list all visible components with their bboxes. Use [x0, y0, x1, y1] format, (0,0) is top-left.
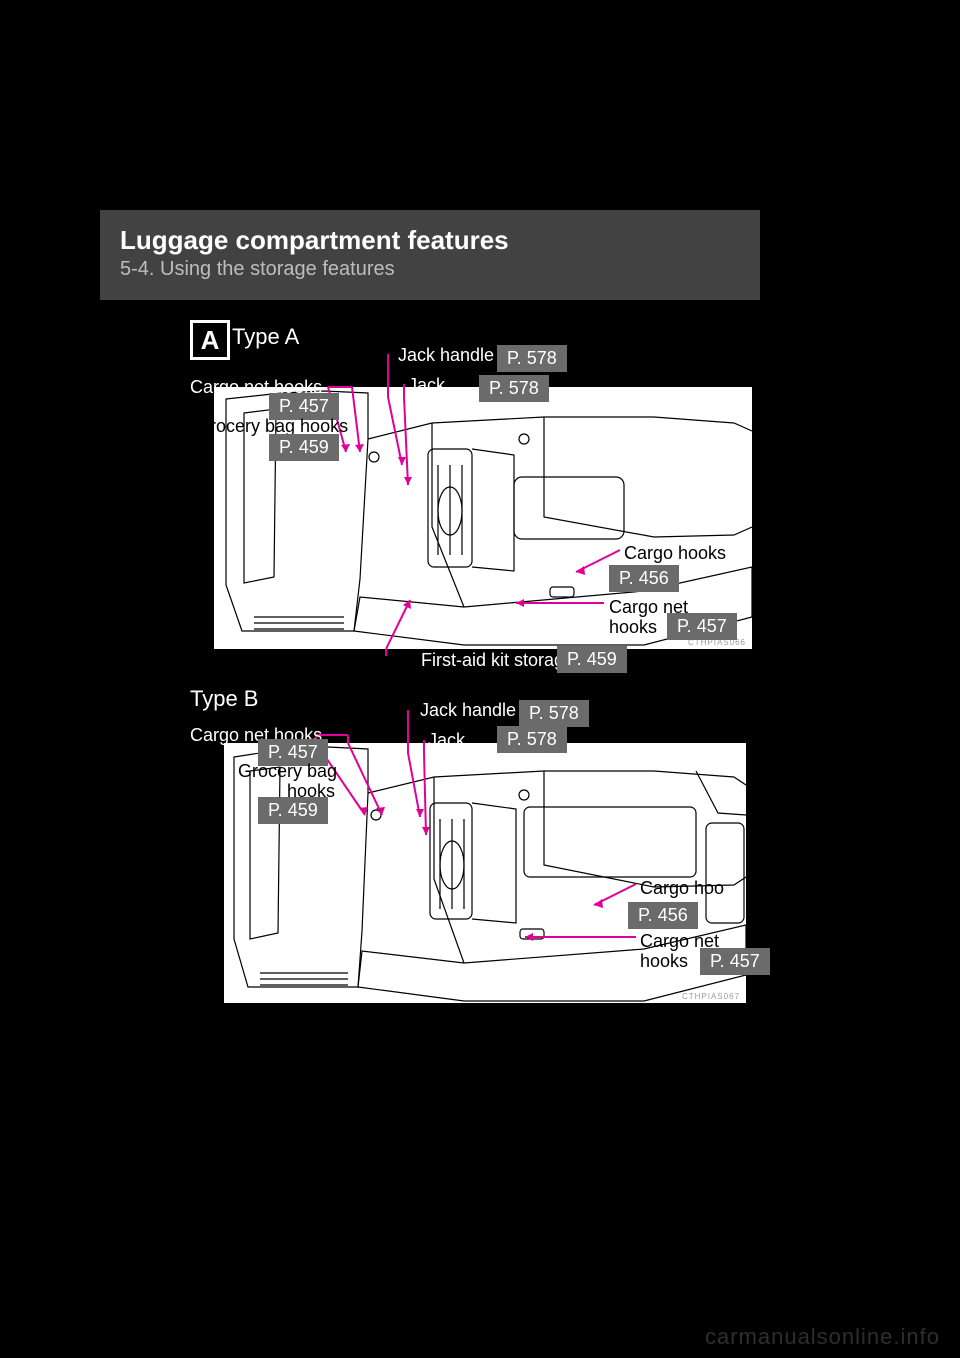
ref-cargo-hooks-b[interactable]: P. 456	[628, 902, 698, 929]
ref-grocery-bag-b[interactable]: P. 459	[258, 797, 328, 824]
manual-page: 5-4. Using the storage features Luggage …	[0, 0, 960, 1358]
label-jack-handle-b: Jack handle	[420, 700, 516, 721]
ref-first-aid-a[interactable]: P. 459	[557, 646, 627, 673]
ref-jack-a[interactable]: P. 578	[479, 375, 549, 402]
label-grocery-bag-b-line1: Grocery bag	[238, 761, 337, 782]
label-cargo-net-b-line2: hooks	[640, 951, 688, 972]
label-cargo-net-a-line2: hooks	[609, 617, 657, 638]
figure-b-code: CTHPIAS067	[682, 992, 740, 1001]
ref-jack-b[interactable]: P. 578	[497, 726, 567, 753]
ref-cargo-hooks-a[interactable]: P. 456	[609, 565, 679, 592]
label-cargo-hooks-b: Cargo hoo	[640, 878, 724, 899]
ref-jack-handle-b[interactable]: P. 578	[519, 700, 589, 727]
label-cargo-hooks-a: Cargo hooks	[624, 543, 726, 564]
footer-watermark: carmanualsonline.info	[705, 1324, 940, 1350]
label-jack-a: Jack	[408, 375, 445, 396]
type-a-badge: A	[190, 320, 230, 360]
ref-jack-handle-a[interactable]: P. 578	[497, 345, 567, 372]
ref-grocery-bag-hooks-a[interactable]: P. 459	[269, 434, 339, 461]
type-a-label: Type A	[232, 324, 299, 350]
ref-cargo-net-bot-a[interactable]: P. 457	[667, 613, 737, 640]
label-jack-b: Jack	[428, 730, 465, 751]
label-jack-handle-a: Jack handle	[398, 345, 494, 366]
section-title: Luggage compartment features	[120, 225, 509, 256]
section-subtitle: 5-4. Using the storage features	[120, 258, 395, 281]
type-b-label: Type B	[190, 686, 258, 712]
ref-cargo-net-bot-b[interactable]: P. 457	[700, 948, 770, 975]
